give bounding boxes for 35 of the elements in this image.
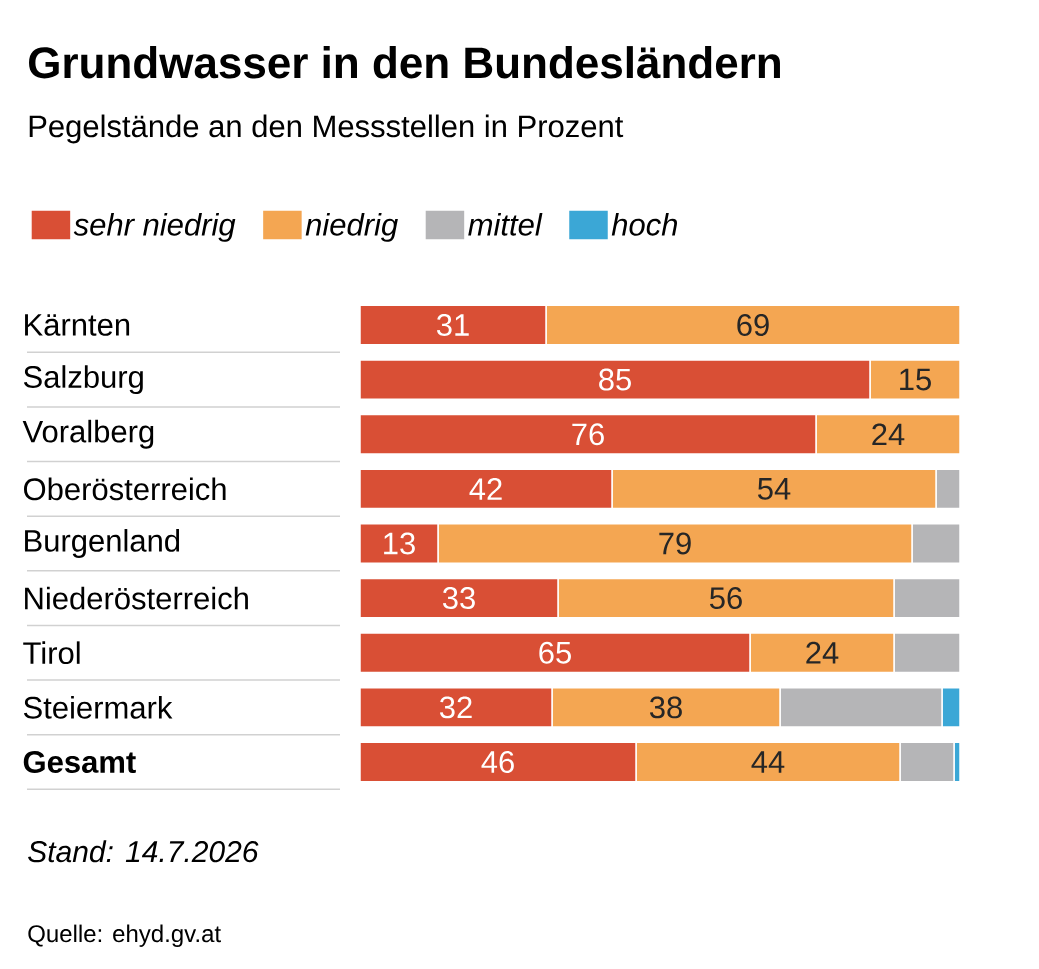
chart-subtitle: Pegelstände an den Messstellen in Prozent [29, 114, 624, 144]
data-label: 38 [649, 696, 682, 719]
data-label: 44 [751, 751, 785, 773]
y-tick-label: Tirol [23, 641, 80, 665]
chart-title: Grundwasser in den Bundesländern [29, 46, 780, 79]
legend-label: mittel [468, 212, 543, 236]
legend-label: niedrig [305, 212, 398, 242]
y-tick-label: Burgenland [25, 529, 180, 558]
data-label: 15 [900, 368, 931, 391]
data-label: 56 [710, 587, 742, 610]
text: Stand: 14.7.2026 [28, 840, 259, 863]
legend-label: hoch [611, 212, 678, 236]
y-tick-label: Oberösterreich [23, 477, 226, 501]
data-label: 42 [469, 478, 502, 500]
data-label: 76 [572, 423, 604, 446]
y-tick-label: Kärnten [25, 314, 130, 336]
data-label: 13 [384, 532, 415, 555]
legend-label: sehr niedrig [73, 212, 236, 242]
data-label: 79 [659, 532, 691, 555]
data-label: 31 [436, 314, 469, 336]
data-label: 32 [439, 696, 472, 719]
y-tick-label: Voralberg [22, 419, 154, 449]
data-label: 69 [737, 314, 769, 336]
data-label: 54 [758, 478, 791, 500]
data-label: 85 [599, 368, 631, 391]
data-label: 46 [481, 751, 514, 773]
source-note: Quelle: ehyd.gv.at [28, 924, 221, 947]
y-tick-label: Niederösterreich [25, 586, 248, 610]
data-label: 33 [442, 587, 475, 610]
data-label: 24 [806, 641, 839, 664]
y-tick-label: Steiermark [23, 695, 173, 719]
y-tick-label: Gesamt [23, 751, 136, 773]
y-tick-label: Salzburg [23, 365, 143, 395]
data-label: 24 [872, 423, 905, 446]
data-label: 65 [539, 641, 571, 664]
